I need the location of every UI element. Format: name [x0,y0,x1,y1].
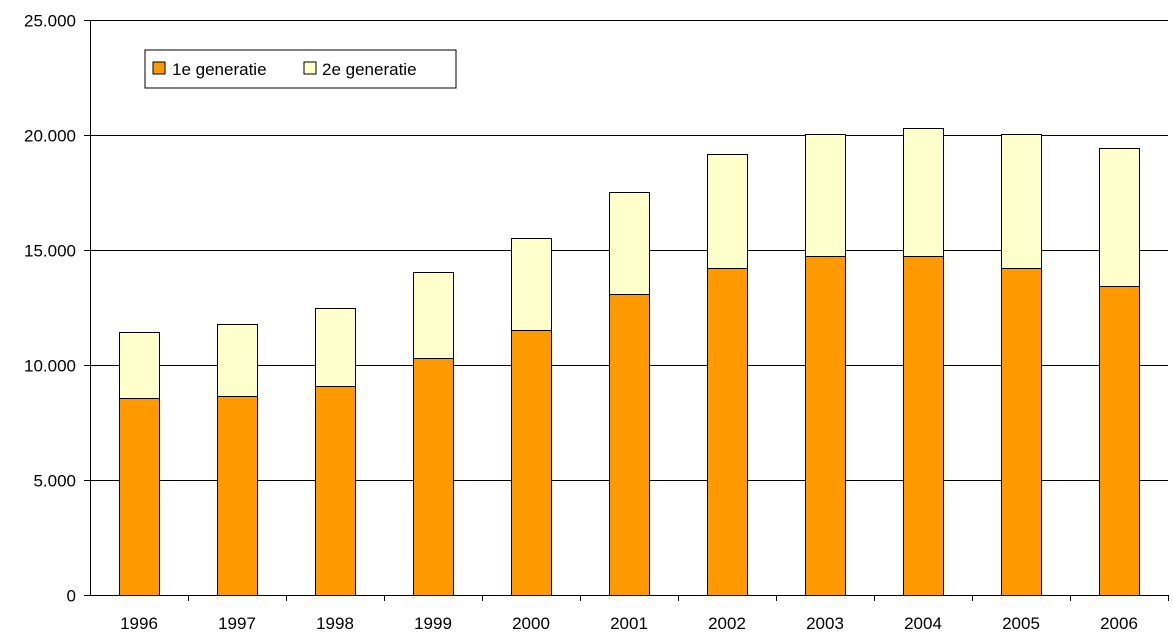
bar-segment-2e-generatie [609,192,650,295]
bar-segment-2e-generatie [217,324,258,397]
x-axis-tick-label: 2005 [1002,614,1040,633]
legend-label-1e-generatie: 1e generatie [172,60,267,79]
bar-segment-2e-generatie [315,308,356,387]
x-axis-tick-label: 2002 [708,614,746,633]
x-axis-tick-label: 1996 [120,614,158,633]
bar-segment-2e-generatie [805,134,846,257]
legend: 1e generatie 2e generatie [144,49,457,89]
y-axis-tick-label: 5.000 [33,472,76,491]
legend-box [144,49,457,89]
y-axis-tick-labels: 0 5.000 10.000 15.000 20.000 25.000 [24,12,76,606]
bar-segment-1e-generatie [315,386,356,596]
bar-segment-1e-generatie [119,398,160,596]
x-axis-tick-label: 1998 [316,614,354,633]
x-axis-tick-label: 2003 [806,614,844,633]
bar-segment-2e-generatie [707,154,748,269]
bar-segment-2e-generatie [1099,148,1140,287]
x-axis-tick-label: 2000 [512,614,550,633]
legend-swatch-2e-generatie [303,61,317,75]
y-axis-tick-label: 0 [67,587,76,606]
legend-label-2e-generatie: 2e generatie [322,60,417,79]
bar-segment-1e-generatie [1099,286,1140,596]
bar-segment-2e-generatie [119,332,160,399]
bar-segment-2e-generatie [903,128,944,257]
axes [84,20,1169,601]
x-axis-tick-label: 2001 [610,614,648,633]
y-axis-tick-label: 10.000 [24,357,76,376]
legend-swatch-1e-generatie [152,61,166,75]
x-axis-tick-label: 1997 [218,614,256,633]
y-axis-tick-label: 15.000 [24,242,76,261]
bar-segment-2e-generatie [413,272,454,359]
bar-segment-1e-generatie [903,256,944,596]
x-axis-tick-label: 1999 [414,614,452,633]
bar-segment-2e-generatie [1001,134,1042,269]
bar-segment-1e-generatie [707,268,748,596]
y-axis-tick-label: 25.000 [24,12,76,31]
x-axis-tick-label: 2006 [1100,614,1138,633]
bar-segment-1e-generatie [805,256,846,596]
x-axis-tick-labels: 1996 1997 1998 1999 2000 2001 2002 2003 2004 2005… [120,614,1138,633]
bar-segment-1e-generatie [609,294,650,596]
bar-segment-1e-generatie [413,358,454,596]
y-axis-tick-label: 20.000 [24,127,76,146]
bars [119,128,1140,596]
bar-segment-2e-generatie [511,238,552,331]
bar-segment-1e-generatie [217,396,258,596]
x-axis-tick-label: 2004 [904,614,942,633]
bar-segment-1e-generatie [1001,268,1042,596]
bar-segment-1e-generatie [511,330,552,596]
